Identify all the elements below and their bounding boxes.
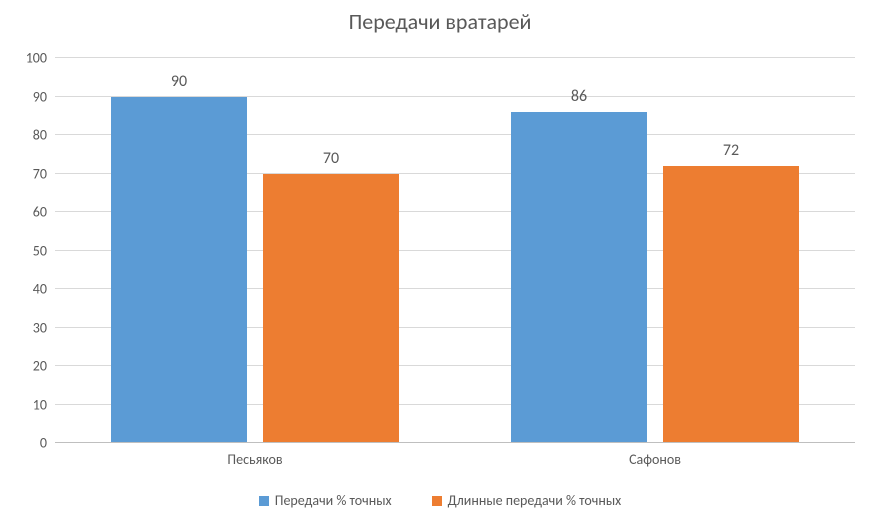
y-tick-label: 10: [33, 396, 47, 413]
bar-value-label: 72: [663, 141, 799, 160]
x-axis-baseline: [55, 442, 855, 443]
y-tick-label: 60: [33, 204, 47, 221]
y-tick-label: 30: [33, 319, 47, 336]
y-tick-label: 50: [33, 242, 47, 259]
y-tick-label: 100: [26, 50, 47, 67]
y-tick-label: 0: [40, 435, 47, 452]
bars-layer: 9070Песьяков8672Сафонов: [55, 58, 855, 443]
y-tick-label: 70: [33, 165, 47, 182]
chart-title-text: Передачи вратарей: [349, 8, 532, 35]
chart-title: Передачи вратарей: [0, 0, 880, 39]
legend-swatch: [259, 496, 269, 506]
y-tick-label: 80: [33, 127, 47, 144]
bar-value-label: 90: [111, 72, 247, 91]
category-label: Сафонов: [629, 451, 681, 468]
bar: 90: [111, 97, 247, 444]
y-tick-label: 90: [33, 88, 47, 105]
plot-region: 0102030405060708090100 9070Песьяков8672С…: [55, 58, 855, 443]
bar-value-label: 86: [511, 87, 647, 106]
chart-container: Передачи вратарей 0102030405060708090100…: [0, 0, 880, 517]
legend-label: Передачи % точных: [275, 492, 392, 509]
y-tick-label: 20: [33, 358, 47, 375]
legend-item: Длинные передачи % точных: [432, 492, 622, 509]
bar: 86: [511, 112, 647, 443]
legend-label: Длинные передачи % точных: [448, 492, 622, 509]
category-label: Песьяков: [227, 451, 282, 468]
legend: Передачи % точных Длинные передачи % точн…: [0, 492, 880, 509]
bar: 72: [663, 166, 799, 443]
y-tick-label: 40: [33, 281, 47, 298]
legend-swatch: [432, 496, 442, 506]
bar-value-label: 70: [263, 149, 399, 168]
bar: 70: [263, 174, 399, 444]
legend-item: Передачи % точных: [259, 492, 392, 509]
